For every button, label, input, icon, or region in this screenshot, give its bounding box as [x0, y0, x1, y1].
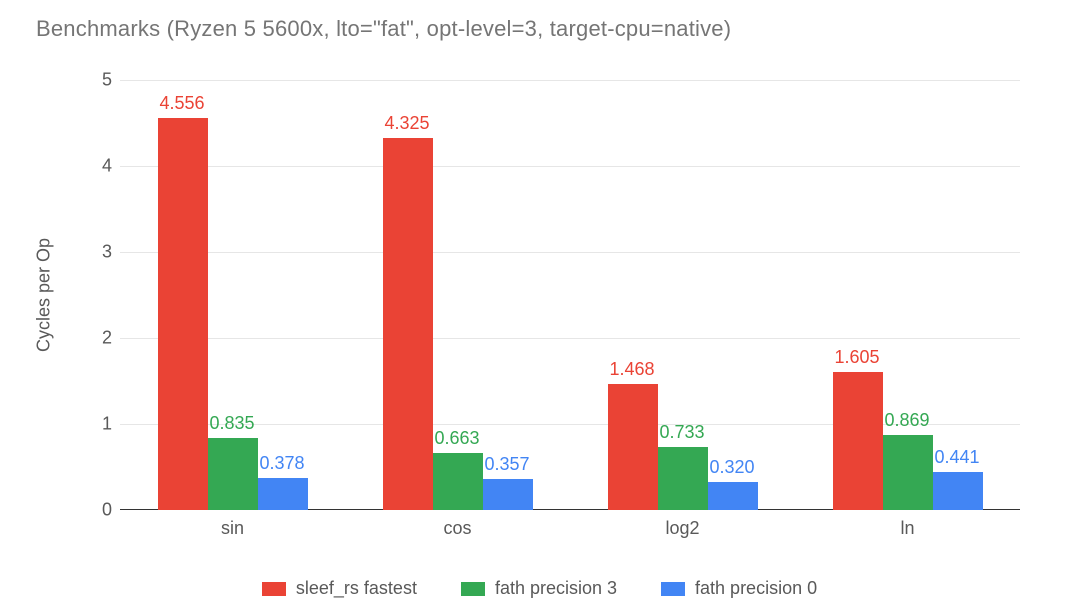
value-label: 0.733 — [660, 422, 705, 443]
gridline — [120, 166, 1020, 167]
plot-area: 4.556 0.8350.378 4.325 0.6630.357 1.468 0.733… — [120, 80, 1020, 510]
y-tick-label: 2 — [90, 328, 112, 349]
gridline — [120, 338, 1020, 339]
value-label: 1.605 — [835, 347, 880, 368]
bar — [883, 435, 933, 510]
x-tick-label: log2 — [665, 518, 699, 539]
y-tick-label: 3 — [90, 242, 112, 263]
y-tick-label: 4 — [90, 156, 112, 177]
bar — [158, 118, 208, 510]
value-label: 0.663 — [435, 428, 480, 449]
value-label: 0.441 — [935, 447, 980, 468]
bar — [383, 138, 433, 510]
value-label: 0.357 — [485, 454, 530, 475]
bar — [608, 384, 658, 510]
y-tick-label: 0 — [90, 500, 112, 521]
bar — [708, 482, 758, 510]
legend: sleef_rs fastest fath precision 3 fath p… — [0, 578, 1079, 599]
x-tick-label: sin — [221, 518, 244, 539]
legend-label: fath precision 3 — [495, 578, 617, 599]
value-label: 0.835 — [210, 413, 255, 434]
bar — [258, 478, 308, 511]
bar — [483, 479, 533, 510]
value-label: 4.556 — [160, 93, 205, 114]
legend-swatch — [262, 582, 286, 596]
value-label: 0.869 — [885, 410, 930, 431]
bar — [208, 438, 258, 510]
value-label: 0.320 — [710, 457, 755, 478]
y-axis-title: Cycles per Op — [34, 238, 55, 352]
legend-item: fath precision 0 — [661, 578, 817, 599]
value-label: 0.378 — [260, 453, 305, 474]
x-tick-label: ln — [900, 518, 914, 539]
y-tick-label: 5 — [90, 70, 112, 91]
chart-title: Benchmarks (Ryzen 5 5600x, lto="fat", op… — [36, 16, 731, 42]
bar — [433, 453, 483, 510]
value-label: 1.468 — [610, 359, 655, 380]
value-label: 4.325 — [385, 113, 430, 134]
bar — [933, 472, 983, 510]
legend-label: fath precision 0 — [695, 578, 817, 599]
gridline — [120, 80, 1020, 81]
legend-item: sleef_rs fastest — [262, 578, 417, 599]
legend-swatch — [461, 582, 485, 596]
gridline — [120, 252, 1020, 253]
bar — [833, 372, 883, 510]
y-tick-label: 1 — [90, 414, 112, 435]
legend-label: sleef_rs fastest — [296, 578, 417, 599]
legend-item: fath precision 3 — [461, 578, 617, 599]
bar — [658, 447, 708, 510]
x-tick-label: cos — [443, 518, 471, 539]
legend-swatch — [661, 582, 685, 596]
benchmarks-chart: Benchmarks (Ryzen 5 5600x, lto="fat", op… — [0, 0, 1079, 613]
